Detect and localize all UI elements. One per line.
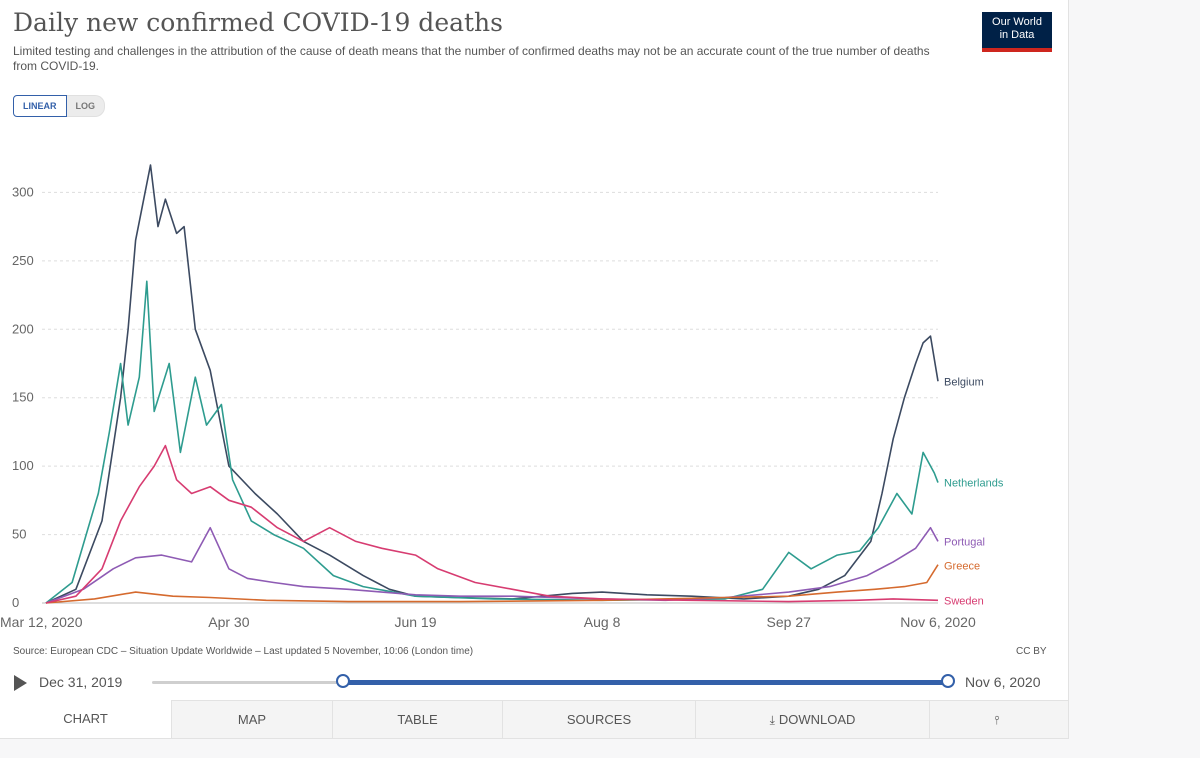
series-line-greece [45, 564, 939, 604]
tab-download[interactable]: ⤓ DOWNLOAD [695, 700, 929, 738]
tab-table-label: TABLE [397, 712, 438, 727]
x-tick-label: Sep 27 [767, 614, 812, 630]
y-tick-label: 150 [12, 390, 34, 405]
x-tick-label: Apr 30 [208, 614, 249, 630]
x-tick-label: Aug 8 [584, 614, 621, 630]
timeline-end-label: Nov 6, 2020 [965, 674, 1041, 690]
x-tick-label: Nov 6, 2020 [900, 614, 976, 630]
y-tick-label: 100 [12, 458, 34, 473]
play-icon[interactable] [14, 675, 27, 691]
tab-chart-label: CHART [63, 711, 108, 726]
series-line-portugal [45, 526, 939, 604]
series-line-sweden [45, 444, 939, 604]
tab-share[interactable]: ⫯ [929, 700, 1068, 738]
y-tick-label: 0 [12, 595, 19, 610]
line-chart: 0 50 100 150 200 250 300 Mar 12, 2020 Apr 30 Jun … [0, 164, 1004, 630]
series-label-sweden: Sweden [944, 595, 984, 607]
log-scale-button[interactable]: LOG [66, 95, 105, 117]
y-tick-label: 250 [12, 253, 34, 268]
series-line-netherlands [45, 280, 939, 604]
tab-sources[interactable]: SOURCES [502, 700, 695, 738]
timeline-selected-range [343, 680, 948, 685]
y-tick-label: 200 [12, 321, 34, 336]
linear-scale-button[interactable]: LINEAR [13, 95, 67, 117]
tab-sources-label: SOURCES [566, 712, 632, 727]
chart-title: Daily new confirmed COVID-19 deaths [13, 8, 503, 37]
logo-line1: Our World [992, 16, 1042, 28]
source-note[interactable]: Source: European CDC – Situation Update … [13, 646, 474, 657]
series-label-belgium: Belgium [944, 376, 984, 388]
tab-download-label: DOWNLOAD [778, 712, 856, 727]
tab-map[interactable]: MAP [171, 700, 332, 738]
series-line-belgium [45, 164, 939, 604]
tab-table[interactable]: TABLE [332, 700, 502, 738]
x-tick-label: Mar 12, 2020 [0, 614, 83, 630]
timeline-track[interactable] [152, 680, 948, 685]
owid-logo[interactable]: Our World in Data [982, 12, 1052, 52]
license-label[interactable]: CC BY [1016, 646, 1047, 657]
tab-map-label: MAP [237, 712, 267, 727]
scale-toggle: LINEAR LOG [13, 95, 105, 117]
series-label-greece: Greece [944, 560, 980, 572]
logo-line2: in Data [999, 29, 1035, 41]
chart-subtitle: Limited testing and challenges in the at… [13, 44, 930, 73]
share-icon: ⫯ [994, 713, 1000, 727]
x-tick-label: Jun 19 [394, 614, 436, 630]
chart-card: Daily new confirmed COVID-19 deaths Limi… [0, 0, 1069, 739]
y-tick-label: 300 [12, 184, 34, 199]
tab-bar: CHART MAP TABLE SOURCES ⤓ DOWNLOAD ⫯ [0, 700, 1068, 738]
download-icon: ⤓ [769, 713, 775, 727]
series-label-portugal: Portugal [944, 536, 985, 548]
timeline-start-handle[interactable] [336, 674, 351, 688]
timeline-start-label: Dec 31, 2019 [39, 674, 123, 690]
series-label-netherlands: Netherlands [944, 478, 1004, 490]
tab-chart[interactable]: CHART [0, 700, 171, 738]
y-tick-label: 50 [12, 527, 26, 542]
timeline-end-handle[interactable] [941, 674, 955, 688]
